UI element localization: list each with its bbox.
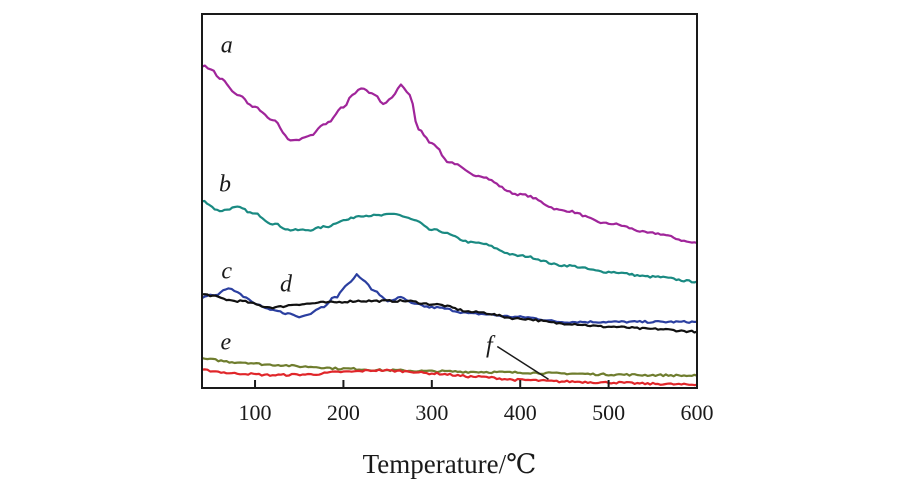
- series-label-f: f: [486, 333, 496, 359]
- series-label-a: a: [221, 33, 233, 59]
- series-e-line: [201, 357, 698, 378]
- series-label-b: b: [219, 171, 231, 197]
- x-tick-label-500: 500: [592, 400, 625, 425]
- series-c-line: [201, 273, 697, 324]
- series-label-c: c: [221, 258, 232, 284]
- series-label-e: e: [221, 329, 232, 355]
- series-f-line: [201, 368, 698, 387]
- x-tick-label-200: 200: [327, 400, 360, 425]
- x-tick-label-600: 600: [681, 400, 714, 425]
- plot-frame: [201, 13, 698, 389]
- series-label-f-pointer: [496, 345, 549, 380]
- x-tick-label-100: 100: [239, 400, 272, 425]
- x-tick-label-400: 400: [504, 400, 537, 425]
- series-d-line: [201, 293, 698, 334]
- x-axis-title: Temperature/℃: [363, 449, 537, 479]
- series-a-line: [201, 64, 698, 244]
- series-b-line: [201, 199, 698, 284]
- x-tick-label-300: 300: [415, 400, 448, 425]
- series-label-d: d: [280, 271, 293, 297]
